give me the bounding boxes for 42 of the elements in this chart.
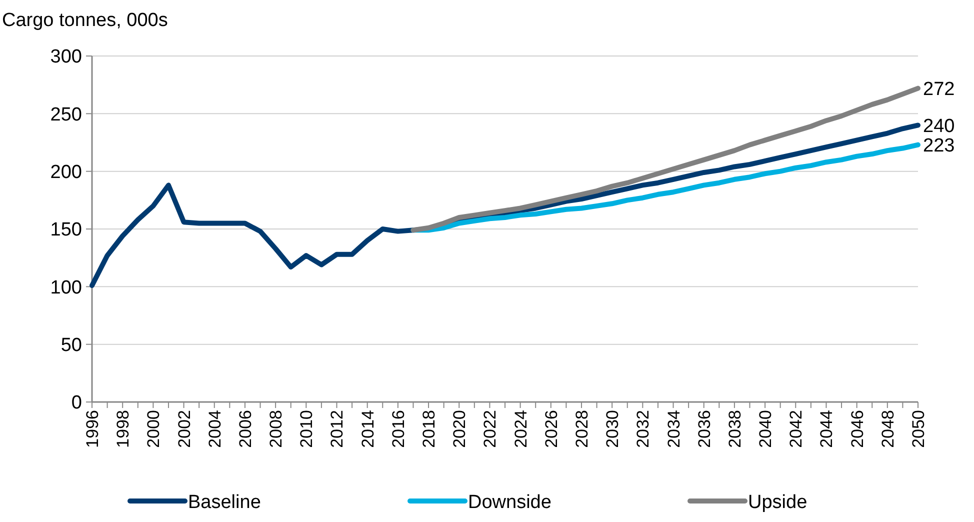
x-tick-label: 2000	[144, 410, 164, 448]
x-tick-label: 2034	[664, 410, 684, 448]
x-tick-label: 2024	[511, 410, 530, 448]
x-tick-label: 2022	[480, 410, 500, 448]
x-tick-label: 2010	[297, 410, 316, 448]
x-tick-label: 2012	[328, 410, 347, 448]
x-tick-label: 2032	[634, 410, 653, 448]
x-tick-label: 2038	[725, 410, 744, 448]
x-tick-label: 2008	[266, 410, 286, 448]
y-tick-label: 200	[50, 162, 82, 183]
y-tick-label: 150	[50, 220, 82, 241]
y-tick-label: 0	[71, 392, 82, 414]
x-tick-label: 2050	[909, 410, 928, 448]
x-tick-label: 1996	[83, 410, 102, 448]
x-tick-label: 2030	[603, 410, 622, 448]
x-tick-label: 2018	[420, 410, 439, 448]
annotation: 272	[923, 78, 955, 100]
x-tick-label: 1998	[114, 410, 133, 448]
x-tick-label: 2044	[817, 410, 836, 448]
x-tick-label: 2042	[786, 410, 806, 448]
x-tick-label: 2014	[358, 410, 378, 448]
y-tick-label: 100	[50, 277, 82, 298]
x-tick-label: 2006	[236, 410, 255, 448]
y-axis-title: Cargo tonnes, 000s	[2, 10, 168, 31]
legend-label: Baseline	[188, 492, 261, 513]
y-tick-label: 300	[50, 46, 82, 68]
legend-label: Downside	[468, 492, 552, 513]
x-tick-label: 2036	[694, 410, 714, 448]
legend-label: Upside	[748, 492, 808, 513]
x-tick-label: 2002	[174, 410, 194, 448]
y-tick-label: 50	[60, 334, 82, 356]
x-tick-label: 2020	[450, 410, 470, 448]
x-tick-label: 2046	[848, 410, 867, 448]
x-tick-label: 2040	[756, 410, 776, 448]
x-tick-label: 2026	[542, 410, 561, 448]
annotation: 240	[923, 116, 955, 137]
x-tick-label: 2048	[878, 410, 898, 448]
x-tick-label: 2016	[388, 410, 408, 448]
x-tick-label: 2028	[572, 410, 592, 448]
x-tick-label: 2004	[205, 410, 224, 448]
y-tick-label: 250	[50, 104, 82, 126]
annotation: 223	[923, 135, 955, 156]
